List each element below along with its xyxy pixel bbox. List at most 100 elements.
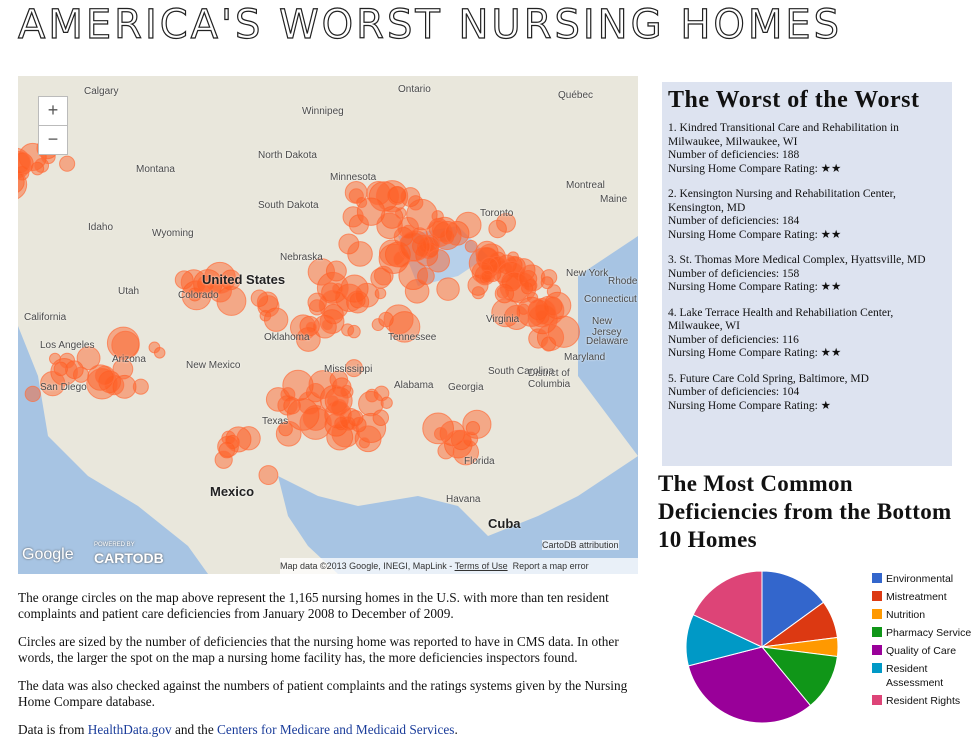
- text: .: [454, 722, 458, 737]
- home-marker: [112, 358, 134, 380]
- legend-swatch: [872, 627, 882, 637]
- home-marker: [331, 418, 360, 448]
- map-label: Texas: [262, 416, 289, 427]
- map-label: District of Columbia: [528, 368, 571, 390]
- home-list: 1. Kindred Transitional Care and Rehabil…: [662, 122, 952, 413]
- legend-item: Quality of Care: [872, 644, 974, 658]
- home-marker: [280, 387, 296, 403]
- legend-label: Quality of Care: [886, 645, 957, 657]
- home-marker: [94, 365, 115, 386]
- legend-label: Environmental: [886, 573, 954, 585]
- legend-label: Resident Rights: [886, 695, 961, 707]
- home-rating: Nursing Home Compare Rating: ★★: [668, 162, 842, 175]
- map-label: Wyoming: [152, 228, 194, 239]
- home-marker: [214, 450, 233, 469]
- map-label: San Diego: [40, 382, 87, 393]
- home-marker: [519, 269, 538, 288]
- map-label: New Mexico: [186, 360, 241, 371]
- home-marker: [368, 181, 400, 212]
- home-marker: [174, 270, 194, 290]
- home-marker: [275, 420, 302, 447]
- home-marker: [216, 285, 247, 316]
- home-marker: [480, 269, 494, 283]
- map-label: North Dakota: [258, 150, 317, 161]
- cartodb-attribution[interactable]: CartoDB attribution: [542, 540, 619, 550]
- home-marker: [488, 219, 507, 239]
- home-marker: [383, 304, 414, 335]
- home-marker: [325, 260, 347, 282]
- map-label: Maine: [600, 194, 628, 205]
- home-entry: 3. St. Thomas More Medical Complex, Hyat…: [668, 254, 946, 295]
- pie-slice: [687, 646, 812, 724]
- link[interactable]: HealthData.gov: [87, 722, 172, 737]
- link[interactable]: Centers for Medicare and Medicaid Servic…: [217, 722, 455, 737]
- pie-slice: [692, 570, 763, 648]
- home-marker: [465, 420, 481, 436]
- map-label: Maryland: [564, 352, 606, 363]
- home-marker: [132, 378, 149, 395]
- terms-link[interactable]: Terms of Use: [454, 561, 508, 571]
- home-entry: 5. Future Care Cold Spring, Baltimore, M…: [668, 373, 946, 414]
- home-marker: [339, 384, 354, 399]
- home-marker: [326, 395, 339, 408]
- page-title: AMERICA'S WORST NURSING HOMES: [17, 1, 843, 48]
- map[interactable]: + − Google POWERED BY CARTODB CartoDB at…: [18, 76, 638, 574]
- powered-by: POWERED BY: [94, 542, 135, 548]
- home-name: 4. Lake Terrace Health and Rehabiliation…: [668, 306, 894, 333]
- home-marker: [518, 264, 546, 292]
- home-marker: [496, 261, 526, 290]
- home-marker: [376, 212, 403, 240]
- legend-item: Mistreatment: [872, 590, 974, 604]
- home-marker: [373, 265, 394, 286]
- home-deficiencies: Number of deficiencies: 116: [668, 333, 799, 346]
- paragraph: The orange circles on the map above repr…: [18, 590, 609, 621]
- map-label: Alabama: [394, 380, 434, 391]
- legend-swatch: [872, 591, 882, 601]
- map-label: California: [24, 312, 67, 323]
- home-marker: [388, 311, 421, 343]
- home-marker: [345, 359, 363, 378]
- home-marker: [395, 207, 407, 219]
- legend-label: Mistreatment: [886, 591, 947, 603]
- legend-item: Environmental: [872, 572, 974, 586]
- map-label: Delaware: [586, 336, 629, 347]
- home-deficiencies: Number of deficiencies: 158: [668, 267, 800, 280]
- legend-swatch: [872, 573, 882, 583]
- map-data: Map data ©2013 Google, INEGI, MapLink -: [280, 561, 455, 571]
- home-marker: [278, 421, 293, 437]
- home-name: 3. St. Thomas More Medical Complex, Hyat…: [668, 254, 926, 266]
- zoom-out-button[interactable]: −: [38, 125, 68, 155]
- map-label: Connecticut: [584, 294, 637, 305]
- map-label: Ontario: [398, 84, 431, 95]
- home-marker: [59, 155, 76, 172]
- map-label: Montreal: [566, 180, 605, 191]
- source-paragraph: Data is from HealthData.gov and the Cent…: [18, 722, 640, 738]
- map-label: Georgia: [448, 382, 484, 393]
- report-link[interactable]: Report a map error: [512, 561, 589, 571]
- home-marker: [546, 284, 561, 299]
- home-marker: [180, 269, 207, 296]
- map-label: Virginia: [486, 314, 520, 325]
- pie-slice: [761, 570, 825, 648]
- sidebar-title: The Worst of the Worst: [668, 87, 920, 113]
- map-label: Arizona: [112, 354, 146, 365]
- text: and the: [171, 722, 218, 737]
- home-marker: [496, 212, 516, 233]
- home-marker: [236, 426, 261, 451]
- map-label: United States: [202, 272, 286, 287]
- map-label: Florida: [464, 456, 495, 467]
- home-marker: [40, 370, 66, 397]
- home-marker: [347, 241, 373, 267]
- home-marker: [208, 279, 232, 303]
- home-marker: [399, 230, 431, 262]
- legend-swatch: [872, 609, 882, 619]
- home-marker: [426, 249, 451, 273]
- home-marker: [111, 330, 140, 360]
- home-marker: [436, 277, 460, 301]
- atlantic-ocean: [578, 236, 638, 456]
- legend-item: Resident Assessment: [872, 662, 974, 690]
- home-rating: Nursing Home Compare Rating: ★★: [668, 281, 842, 293]
- home-marker: [59, 352, 76, 369]
- zoom-in-button[interactable]: +: [38, 96, 68, 126]
- home-marker: [277, 395, 298, 416]
